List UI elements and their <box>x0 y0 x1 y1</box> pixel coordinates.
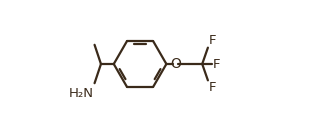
Text: F: F <box>213 57 220 71</box>
Text: F: F <box>209 82 216 94</box>
Text: O: O <box>170 57 181 71</box>
Text: F: F <box>209 34 216 46</box>
Text: H₂N: H₂N <box>69 87 94 100</box>
